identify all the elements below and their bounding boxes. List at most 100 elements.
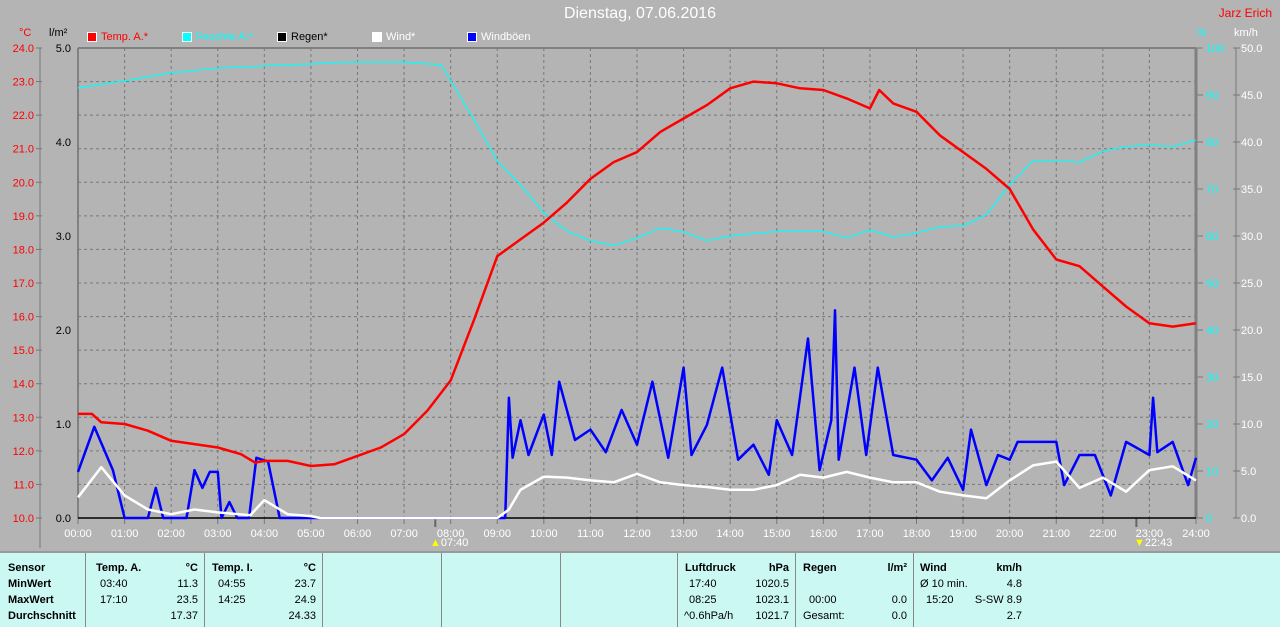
humidity-tick-label: 40: [1206, 325, 1218, 337]
x-tick-label: 24:00: [1182, 528, 1210, 540]
pressure-trend: ^0.6hPa/h: [684, 610, 734, 622]
x-tick-label: 23:00: [1136, 528, 1164, 540]
wind-unit: km/h: [1234, 27, 1258, 39]
temp-a-max-time: 17:10: [100, 594, 128, 606]
divider: [204, 553, 205, 627]
pressure-min-time: 17:40: [689, 578, 717, 590]
temp-i-max-time: 14:25: [218, 594, 246, 606]
temp-unit: °C: [19, 27, 32, 39]
humidity-tick-label: 90: [1206, 90, 1218, 102]
humidity-tick-label: 50: [1206, 278, 1218, 290]
temp-tick-label: 10.0: [13, 513, 34, 525]
wind-unit-label: km/h: [996, 562, 1022, 574]
x-tick-label: 17:00: [856, 528, 884, 540]
legend-swatch: [277, 32, 287, 42]
x-tick-label: 18:00: [903, 528, 931, 540]
x-tick-label: 19:00: [949, 528, 977, 540]
temp-a-avg: 17.37: [170, 610, 198, 622]
pressure-header: Luftdruck: [685, 562, 736, 574]
temp-i-avg: 24.33: [288, 610, 316, 622]
temp-a-max: 23.5: [176, 594, 198, 606]
sunset-time: 22:43: [1144, 537, 1173, 549]
x-tick-label: 01:00: [111, 528, 139, 540]
temp-a-min-time: 03:40: [100, 578, 128, 590]
temp-i-min: 23.7: [294, 578, 316, 590]
x-tick-label: 05:00: [297, 528, 325, 540]
x-tick-label: 10:00: [530, 528, 558, 540]
wind-avg10-label: Ø 10 min.: [920, 578, 968, 590]
temp-tick-label: 15.0: [13, 345, 34, 357]
rain-value: 0.0: [891, 594, 907, 606]
wind-tick-label: 5.0: [1241, 466, 1256, 478]
statistics-panel: Sensor MinWert MaxWert Durchschnitt Temp…: [0, 551, 1280, 627]
x-tick-label: 12:00: [623, 528, 651, 540]
series-line-windböen: [76, 309, 1198, 520]
temp-tick-label: 18.0: [13, 244, 34, 256]
max-label: MaxWert: [8, 594, 54, 606]
axes: 00:00 01:00 02:00 03:00 04:00 05:00 06:00 07:00…: [13, 43, 1262, 548]
temp-tick-label: 16.0: [13, 312, 34, 324]
x-tick-label: 11:00: [577, 528, 604, 540]
temp-tick-label: 23.0: [13, 77, 34, 89]
rain-tick-label: 0.0: [56, 513, 71, 525]
legend-label: Temp. A.*: [101, 31, 149, 43]
wind-tick-label: 45.0: [1241, 90, 1262, 102]
rain-unit: l/m²: [49, 27, 68, 39]
temp-tick-label: 19.0: [13, 211, 34, 223]
legend-rain: Regen*: [277, 31, 328, 43]
pressure-avg: 1021.7: [755, 610, 789, 622]
legend-swatch: [87, 32, 97, 42]
temp-tick-label: 21.0: [13, 144, 34, 156]
x-tick-label: 22:00: [1089, 528, 1117, 540]
legend-label: Wind*: [386, 31, 416, 43]
humidity-tick-label: 60: [1206, 231, 1218, 243]
author-label: Jarz Erich: [1218, 6, 1272, 20]
divider: [795, 553, 796, 627]
rain-tick-label: 4.0: [56, 137, 71, 149]
series-line-feuchte-a: [77, 61, 1197, 246]
temp-tick-label: 12.0: [13, 446, 34, 458]
humidity-unit: %: [1197, 27, 1207, 39]
temp-i-max: 24.9: [294, 594, 316, 606]
temp-tick-label: 20.0: [13, 177, 34, 189]
grid: [78, 48, 1196, 518]
x-tick-label: 14:00: [716, 528, 744, 540]
wind-gust-time: 15:20: [926, 594, 954, 606]
wind-tick-label: 35.0: [1241, 184, 1262, 196]
humidity-tick-label: 10: [1206, 466, 1218, 478]
temp-tick-label: 14.0: [13, 379, 34, 391]
pressure-max-time: 08:25: [689, 594, 717, 606]
rain-time: 00:00: [809, 594, 837, 606]
x-tick-label: 16:00: [810, 528, 838, 540]
x-tick-label: 03:00: [204, 528, 232, 540]
x-tick-label: 13:00: [670, 528, 698, 540]
sunrise-marker: ▲07:40: [430, 537, 468, 549]
temp-a-unit: °C: [185, 562, 198, 574]
legend-label: Windböen: [481, 31, 531, 43]
rain-tick-label: 3.0: [56, 231, 71, 243]
temp-tick-label: 11.0: [13, 479, 34, 491]
divider: [913, 553, 914, 627]
temp-i-min-time: 04:55: [218, 578, 246, 590]
temp-i-unit: °C: [303, 562, 316, 574]
humidity-tick-label: 100: [1206, 43, 1224, 55]
humidity-tick-label: 20: [1206, 419, 1218, 431]
x-tick-label: 09:00: [483, 528, 511, 540]
temp-i-header: Temp. I.: [212, 562, 253, 574]
divider: [560, 553, 561, 627]
temp-a-min: 11.3: [177, 578, 198, 590]
x-tick-label: 02:00: [157, 528, 185, 540]
wind-avg10: 4.8: [1006, 578, 1022, 590]
temp-tick-label: 17.0: [13, 278, 34, 290]
wind-tick-label: 15.0: [1241, 372, 1262, 384]
wind-avg: 2.7: [1006, 610, 1022, 622]
series-line-temp-a: [78, 80, 1197, 468]
chart-title: Dienstag, 07.06.2016: [563, 5, 717, 22]
temp-tick-label: 24.0: [13, 43, 34, 55]
rain-total: 0.0: [891, 610, 907, 622]
x-tick-label: 06:00: [344, 528, 372, 540]
legend-label: Feuchte A.*: [196, 31, 253, 43]
wind-tick-label: 50.0: [1241, 43, 1262, 55]
rain-tick-label: 5.0: [56, 43, 71, 55]
series-line-wind: [77, 460, 1197, 520]
